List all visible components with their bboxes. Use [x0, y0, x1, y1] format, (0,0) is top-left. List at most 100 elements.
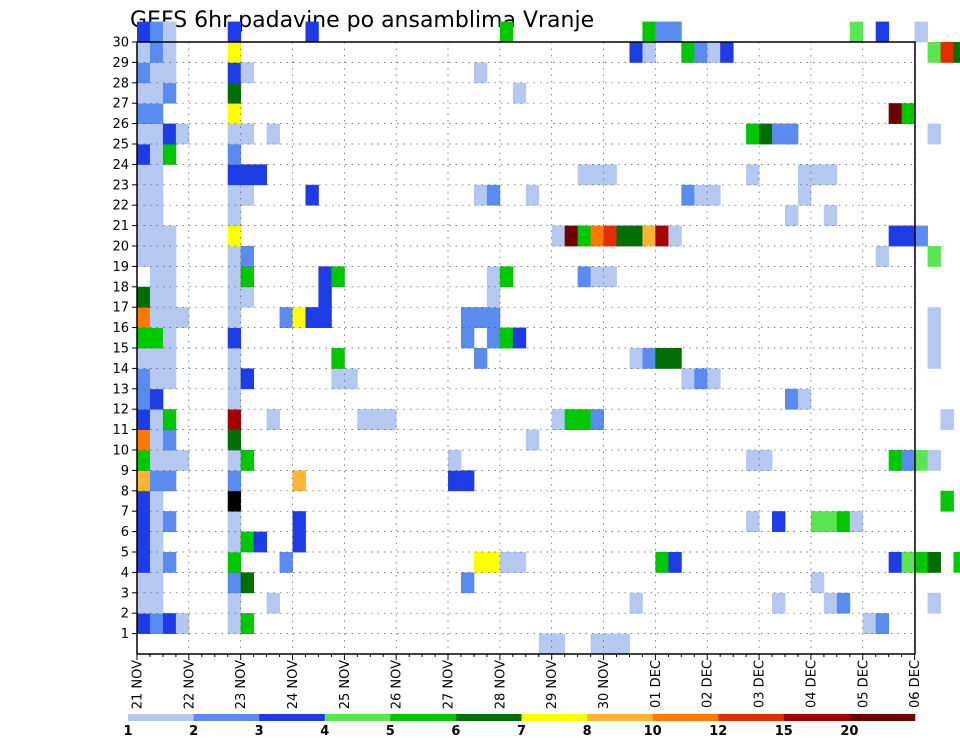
heatmap-cell [318, 286, 332, 308]
heatmap-cell [357, 409, 371, 430]
heatmap-cell [253, 531, 267, 553]
x-tick-label: 01 DEC [649, 660, 664, 708]
heatmap-cell [227, 307, 242, 328]
legend-level-label: 10 [644, 724, 662, 739]
heatmap-cell [538, 633, 553, 655]
heatmap-cell [240, 572, 255, 594]
y-tick-label: 21 [112, 219, 129, 234]
heatmap-cell [227, 368, 242, 390]
heatmap-cell [901, 450, 915, 471]
legend-level-label: 20 [840, 724, 858, 739]
heatmap-cell [486, 552, 501, 573]
heatmap-cell [746, 123, 760, 145]
heatmap-cell [227, 184, 242, 206]
heatmap-cell [901, 225, 915, 247]
heatmap-cell [149, 490, 164, 512]
heatmap-cell [137, 490, 151, 512]
legend-swatch [587, 714, 653, 721]
heatmap-cell [914, 21, 928, 43]
y-tick-label: 28 [112, 76, 129, 91]
heatmap-cell [292, 531, 306, 553]
heatmap-cell [901, 552, 915, 573]
heatmap-cell [486, 184, 501, 206]
x-tick-label: 04 DEC [804, 660, 819, 708]
heatmap-cell [590, 633, 604, 655]
heatmap-cell [149, 286, 164, 308]
heatmap-cell [473, 184, 488, 206]
heatmap-cell [266, 123, 280, 145]
heatmap-cell [227, 327, 242, 349]
heatmap-cell [227, 225, 242, 247]
heatmap-cell [137, 205, 151, 226]
heatmap-cell [149, 184, 164, 206]
heatmap-cell [473, 348, 488, 369]
heatmap-cell [875, 613, 890, 634]
heatmap-cell [227, 490, 242, 512]
heatmap-cell [137, 123, 151, 145]
heatmap-cell [162, 21, 177, 43]
heatmap-cell [461, 572, 475, 594]
legend-swatch [718, 714, 785, 721]
heatmap-cell [162, 409, 177, 430]
heatmap-cell [927, 592, 941, 614]
heatmap-cell [901, 103, 915, 124]
heatmap-cell [305, 307, 319, 328]
heatmap-cells [137, 21, 960, 655]
y-tick-label: 14 [112, 362, 129, 377]
x-tick-label: 25 NOV [338, 660, 353, 709]
heatmap-cell [849, 21, 864, 43]
y-tick-label: 9 [121, 464, 129, 479]
legend-level-label: 6 [451, 724, 460, 739]
x-tick-label: 06 DEC [908, 660, 923, 708]
heatmap-cell [162, 144, 177, 165]
heatmap-cell [331, 368, 345, 390]
y-tick-label: 7 [121, 505, 129, 520]
heatmap-cell [227, 42, 242, 63]
heatmap-cell [149, 266, 164, 288]
heatmap-cell [512, 552, 527, 573]
heatmap-cell [836, 592, 851, 614]
heatmap-cell [383, 409, 397, 430]
heatmap-cell [577, 266, 591, 288]
heatmap-cell [927, 123, 941, 145]
heatmap-cell [227, 409, 242, 430]
heatmap-cell [577, 164, 591, 186]
heatmap-cell [149, 205, 164, 226]
heatmap-cell [162, 327, 177, 349]
y-tick-label: 18 [112, 280, 129, 295]
heatmap-cell [953, 42, 960, 63]
heatmap-cell [305, 184, 319, 206]
heatmap-cell [655, 21, 669, 43]
heatmap-cell [149, 21, 164, 43]
heatmap-cell [461, 327, 475, 349]
heatmap-cell [797, 184, 812, 206]
heatmap-cell [577, 409, 591, 430]
y-tick-label: 4 [121, 566, 129, 581]
heatmap-cell [603, 164, 617, 186]
heatmap-cell [137, 470, 151, 492]
heatmap-cell [823, 164, 838, 186]
heatmap-cell [227, 388, 242, 410]
heatmap-cell [227, 592, 242, 614]
heatmap-cell [240, 531, 255, 553]
heatmap-cell [927, 327, 941, 349]
heatmap-cell [590, 164, 604, 186]
heatmap-cell [448, 450, 462, 471]
heatmap-cell [797, 164, 812, 186]
heatmap-cell [772, 123, 786, 145]
heatmap-cell [461, 470, 475, 492]
heatmap-cell [137, 450, 151, 471]
heatmap-cell [240, 62, 255, 84]
heatmap-cell [655, 348, 669, 369]
heatmap-cell [331, 266, 345, 288]
heatmap-cell [694, 42, 708, 63]
y-tick-label: 11 [112, 423, 129, 438]
heatmap-cell [927, 307, 941, 328]
heatmap-cell [461, 307, 475, 328]
legend-level-label: 15 [775, 724, 793, 739]
heatmap-cell [227, 572, 242, 594]
heatmap-cell [227, 450, 242, 471]
heatmap-cell [227, 613, 242, 634]
heatmap-cell [318, 266, 332, 288]
heatmap-cell [797, 388, 812, 410]
